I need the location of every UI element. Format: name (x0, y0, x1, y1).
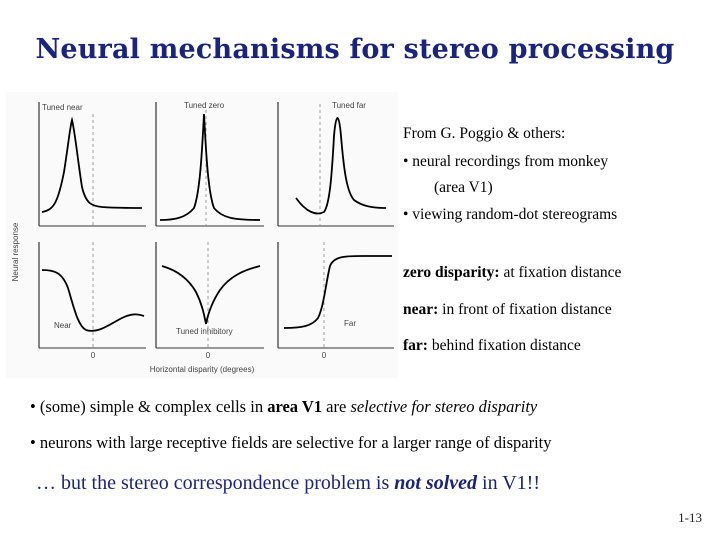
panel-near: Near 0 (38, 242, 146, 360)
source-bullet-recordings: • neural recordings from monkey (403, 153, 609, 170)
definition-zero-term: zero disparity: (403, 264, 500, 281)
bullet-v1-selective: • (some) simple & complex cells in area … (30, 397, 537, 417)
panel-label-tuned-inhibitory: Tuned inhibitory (176, 327, 233, 336)
panel-tuned-far: Tuned far (277, 101, 394, 227)
source-bullet-area: (area V1) (434, 179, 493, 196)
panel-label-far: Far (344, 319, 356, 328)
bullet-large-fields: • neurons with large receptive fields ar… (30, 433, 552, 452)
slide-title: Neural mechanisms for stereo processing (35, 34, 675, 65)
definition-far-text: behind fixation distance (427, 337, 581, 354)
bullet-v1-italic: selective for stereo disparity (350, 397, 538, 416)
bullet-v1-pre: • (some) simple & complex cells in (30, 397, 268, 416)
zero-tick-inhibitory: 0 (206, 351, 211, 360)
zero-tick-far: 0 (322, 351, 327, 360)
definition-near-term: near: (403, 301, 439, 318)
panel-label-tuned-far: Tuned far (332, 101, 366, 110)
panel-label-tuned-near: Tuned near (42, 103, 83, 112)
conclusion-post: in V1!! (477, 472, 540, 494)
definition-far: far: behind fixation distance (403, 332, 581, 360)
figure-xlabel: Horizontal disparity (degrees) (150, 365, 255, 374)
panel-label-tuned-zero: Tuned zero (184, 101, 225, 110)
definition-near-text: in front of fixation distance (438, 301, 612, 318)
bullet-v1-area: area V1 (267, 397, 323, 416)
definition-zero: zero disparity: at fixation distance (403, 259, 621, 287)
conclusion-emphasis: not solved (394, 472, 478, 494)
source-bullet-stereograms: • viewing random-dot stereograms (403, 206, 618, 223)
definition-far-term: far: (403, 337, 428, 354)
tuning-curves-svg: Neural response Tuned near Tuned zero Tu… (11, 101, 394, 374)
definition-zero-text: at fixation distance (499, 264, 622, 281)
panel-tuned-near: Tuned near (38, 102, 146, 227)
bullet-v1-mid: are (322, 397, 351, 416)
figure-ylabel: Neural response (11, 222, 20, 281)
panel-tuned-zero: Tuned zero (155, 101, 264, 227)
panel-tuned-inhibitory: Tuned inhibitory 0 (155, 242, 264, 360)
definition-near: near: in front of fixation distance (403, 296, 612, 324)
conclusion-line: … but the stereo correspondence problem … (36, 472, 540, 495)
disparity-tuning-figure: Neural response Tuned near Tuned zero Tu… (6, 92, 398, 378)
panel-label-near: Near (54, 321, 72, 330)
page-number: 1-13 (678, 510, 702, 525)
conclusion-pre: … but the stereo correspondence problem … (36, 472, 395, 494)
zero-tick-near: 0 (91, 351, 96, 360)
panel-far: Far 0 (277, 242, 394, 360)
source-line: From G. Poggio & others: (403, 125, 566, 142)
